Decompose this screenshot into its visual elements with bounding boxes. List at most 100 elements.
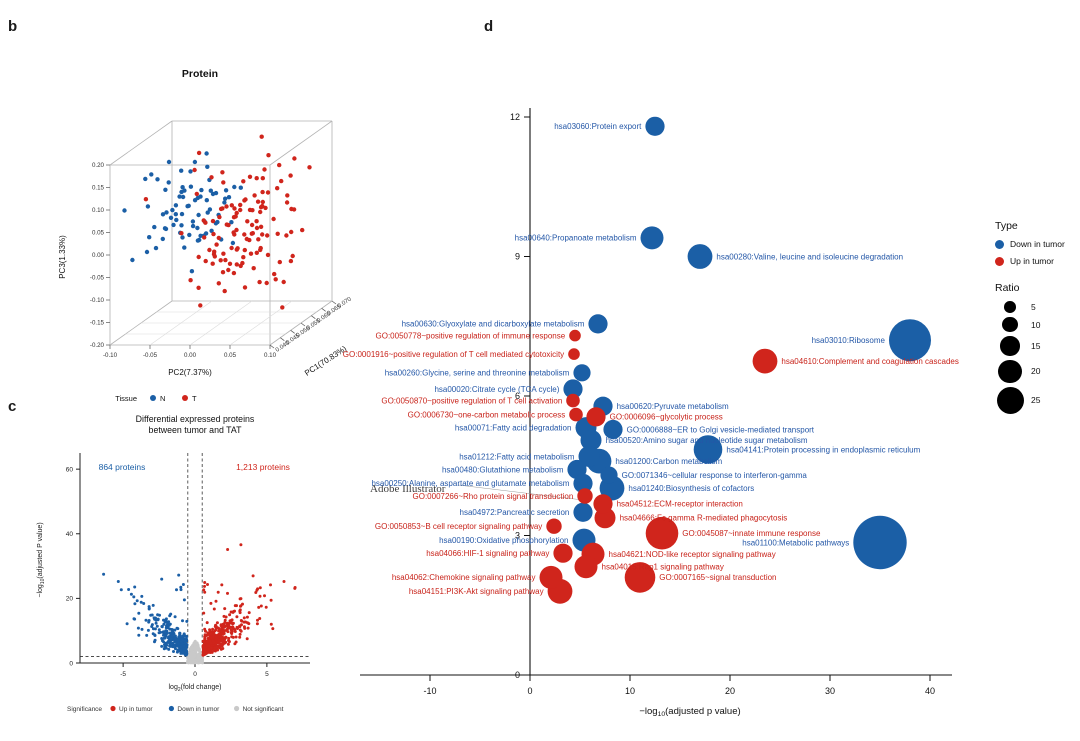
- pca-point-T: [218, 258, 223, 263]
- volcano-point-ns: [198, 650, 202, 654]
- pathway-label: GO:0050778~positive regulation of immune…: [376, 331, 566, 340]
- pca-point-T: [277, 162, 282, 168]
- pca-x-axis-title: PC2(7.37%): [168, 368, 212, 377]
- pca-point-T: [257, 279, 262, 285]
- pca-y-tick-label: -0.15: [90, 320, 105, 327]
- volcano-point-up: [208, 633, 212, 636]
- pca-point-N: [153, 245, 159, 251]
- pca-point-T: [266, 153, 271, 158]
- volcano-point-down: [173, 637, 177, 641]
- pca-y-tick-label: 0.00: [92, 252, 105, 259]
- pathway-label: hsa01200:Carbon metabolism: [615, 457, 722, 466]
- volcano-point-down: [173, 615, 177, 619]
- legend-ratio-entry: 10: [995, 316, 1080, 333]
- pathway-bubble: [569, 407, 583, 422]
- volcano-point-down: [151, 603, 155, 607]
- volcano-point-down: [162, 630, 165, 634]
- pca-title: Protein: [182, 68, 218, 80]
- volcano-point-down: [171, 641, 175, 645]
- pathway-label: GO:0001916~positive regulation of T cell…: [343, 350, 564, 359]
- volcano-point-up: [223, 637, 227, 641]
- pathway-label: hsa04621:NOD-like receptor signaling pat…: [609, 550, 776, 559]
- pca-point-T: [210, 218, 216, 224]
- volcano-point-down: [173, 628, 177, 632]
- bubble-legend: Type Down in tumor Up in tumor Ratio 5 10 1…: [995, 220, 1080, 418]
- volcano-point-up: [215, 645, 219, 649]
- volcano-point-up: [231, 626, 235, 629]
- bubble-x-tick-label: 10: [625, 686, 635, 696]
- pca-point-T: [281, 279, 286, 285]
- pca-legend-label: N: [160, 394, 165, 403]
- volcano-point-up: [207, 647, 211, 651]
- pca-point-N: [195, 225, 200, 231]
- pca-y-tick-label: 0.05: [92, 230, 105, 237]
- pca-point-N: [205, 164, 210, 169]
- volcano-legend-dot: [110, 705, 116, 712]
- pca-z-tick: [331, 300, 337, 305]
- volcano-point-down: [177, 642, 180, 646]
- pathway-label: hsa00260:Glycine, serine and threonine m…: [385, 369, 570, 378]
- volcano-point-down: [162, 633, 165, 637]
- volcano-point-ns: [186, 656, 190, 659]
- volcano-point-down: [150, 613, 154, 617]
- volcano-point-up: [203, 652, 207, 656]
- volcano-point-up: [271, 627, 275, 631]
- pathway-bubble-plot: -10 0 10 20 30 40 0 3 6 9 12 −log10(adjusted p valu…: [343, 108, 959, 718]
- volcano-point-down: [145, 633, 149, 637]
- volcano-point-up: [209, 646, 213, 650]
- pca-legend-dot: [182, 395, 188, 401]
- legend-ratio-circle: [998, 359, 1022, 383]
- pathway-bubble: [752, 348, 778, 374]
- volcano-point-up: [269, 583, 272, 587]
- volcano-point-down: [127, 588, 131, 591]
- volcano-point-ns: [188, 648, 192, 652]
- volcano-point-down: [165, 631, 169, 635]
- pca-point-T: [251, 266, 256, 271]
- volcano-x-tick-label: -5: [120, 671, 126, 678]
- legend-ratio-circle-cell: [995, 336, 1025, 356]
- volcano-point-down: [135, 599, 139, 603]
- volcano-point-up: [254, 591, 258, 594]
- pca-z-tick: [269, 344, 275, 349]
- volcano-point-down: [172, 650, 175, 653]
- volcano-point-up: [207, 644, 211, 648]
- legend-ratio-circle: [1004, 301, 1016, 313]
- pca-point-N: [180, 194, 186, 200]
- pca-point-T: [207, 247, 212, 253]
- pca-point-N: [149, 172, 154, 177]
- volcano-point-up: [211, 627, 215, 631]
- pathway-label: hsa04141:Protein processing in endoplasm…: [726, 445, 920, 454]
- volcano-point-up: [203, 590, 207, 594]
- pca-z-tick: [300, 322, 306, 327]
- volcano-point-up: [203, 581, 207, 584]
- pca-point-N: [168, 215, 174, 220]
- pathway-bubble: [693, 435, 723, 464]
- pathway-bubble: [593, 494, 613, 514]
- pca-legend-label: T: [192, 394, 197, 403]
- volcano-point-down: [147, 605, 151, 609]
- pca-point-N: [164, 210, 169, 215]
- volcano-point-up: [293, 586, 297, 589]
- legend-ratio-title: Ratio: [995, 282, 1020, 294]
- volcano-point-up: [227, 624, 231, 628]
- volcano-point-up: [255, 622, 259, 626]
- volcano-point-up: [217, 628, 221, 632]
- volcano-point-up: [220, 639, 224, 643]
- pca-point-T: [232, 232, 237, 237]
- volcano-point-up: [220, 647, 223, 651]
- volcano-point-up: [215, 626, 219, 630]
- pathway-bubble: [563, 379, 583, 399]
- pathway-bubble: [586, 407, 606, 427]
- volcano-point-up: [242, 616, 246, 620]
- volcano-count-down: 864 proteins: [99, 462, 146, 472]
- pathway-bubble: [687, 244, 713, 269]
- pca-point-T: [217, 214, 222, 220]
- volcano-point-up: [239, 543, 243, 547]
- pca-point-T: [260, 176, 265, 181]
- legend-type-label: Down in tumor: [1010, 239, 1065, 249]
- volcano-point-down: [151, 627, 155, 631]
- volcano-point-down: [160, 644, 164, 648]
- volcano-point-up: [245, 615, 249, 619]
- volcano-point-down: [157, 628, 161, 632]
